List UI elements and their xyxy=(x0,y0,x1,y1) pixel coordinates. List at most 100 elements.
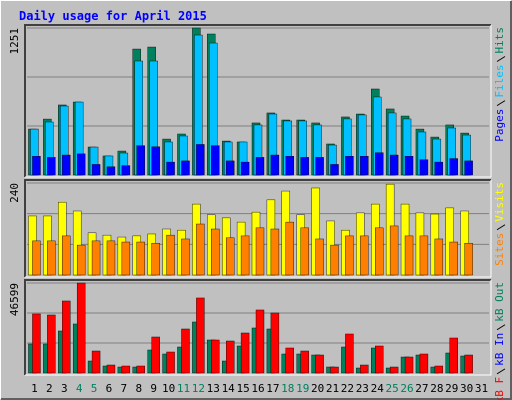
bar xyxy=(106,166,116,176)
x-tick-label: 6 xyxy=(106,382,113,395)
x-tick-label: 18 xyxy=(281,382,294,395)
bar xyxy=(106,240,116,276)
bar xyxy=(360,155,369,176)
legend-entry: kB F xyxy=(493,377,506,400)
bar xyxy=(76,282,86,374)
x-tick-label: 13 xyxy=(207,382,220,395)
bar xyxy=(464,242,473,276)
bar xyxy=(255,227,265,276)
bar xyxy=(404,155,414,176)
bar xyxy=(375,152,384,176)
bar xyxy=(449,337,458,374)
legend-entry: Hits xyxy=(493,27,506,54)
bar xyxy=(404,356,414,374)
bar xyxy=(270,312,280,374)
bar xyxy=(166,161,175,176)
bar xyxy=(136,145,145,176)
x-tick-label: 7 xyxy=(121,382,128,395)
panel-bevel-light xyxy=(25,280,492,376)
legend-entry: Visits xyxy=(493,182,506,222)
bar xyxy=(360,364,369,374)
bar xyxy=(196,223,205,276)
legend-entry: Files xyxy=(493,65,506,98)
chart-title: Daily usage for April 2015 xyxy=(19,9,207,23)
legend-entry: Sites xyxy=(493,233,506,266)
bar xyxy=(62,154,71,176)
bar xyxy=(419,159,429,176)
bar xyxy=(211,339,220,374)
x-tick-label: 25 xyxy=(386,382,399,395)
bar xyxy=(91,164,101,176)
y-tick-label: 240 xyxy=(8,183,21,203)
bar xyxy=(47,314,56,374)
bar xyxy=(32,155,41,176)
bar xyxy=(76,244,86,276)
bar xyxy=(285,221,295,276)
bar xyxy=(464,160,473,176)
x-tick-label: 12 xyxy=(192,382,205,395)
bar xyxy=(76,153,86,176)
x-tick-label: 9 xyxy=(150,382,157,395)
x-tick-label: 11 xyxy=(177,382,190,395)
y-tick-label: 1251 xyxy=(8,28,21,55)
bar xyxy=(360,235,369,276)
bar xyxy=(225,340,235,374)
bar xyxy=(389,225,399,276)
bar xyxy=(47,240,56,276)
bar xyxy=(464,354,473,374)
x-tick-label: 24 xyxy=(371,382,385,395)
x-tick-label: 3 xyxy=(61,382,68,395)
bar xyxy=(330,244,339,276)
bar xyxy=(196,297,205,374)
legend-separator xyxy=(496,324,506,331)
bar xyxy=(315,157,324,176)
bar xyxy=(404,235,414,276)
x-tick-label: 14 xyxy=(222,382,236,395)
bar xyxy=(240,235,250,276)
bar xyxy=(345,155,354,176)
bar xyxy=(47,157,56,176)
bar xyxy=(121,365,131,374)
panel-bevel-dark xyxy=(24,179,491,277)
bar xyxy=(449,241,458,276)
panel-bevel-dark xyxy=(24,279,491,375)
x-tick-label: 30 xyxy=(460,382,473,395)
bar xyxy=(211,145,220,176)
bar xyxy=(151,336,160,374)
bar xyxy=(62,235,71,276)
x-tick-label: 26 xyxy=(400,382,413,395)
x-tick-label: 22 xyxy=(341,382,354,395)
bar xyxy=(315,354,324,374)
legend-separator xyxy=(496,56,506,62)
bar xyxy=(255,157,265,176)
legend-entry: kB In xyxy=(493,333,506,366)
legend-separator xyxy=(496,224,506,231)
x-tick-label: 4 xyxy=(76,382,83,395)
bar xyxy=(300,157,309,176)
x-tick-label: 23 xyxy=(356,382,369,395)
x-tick-label: 10 xyxy=(162,382,175,395)
x-tick-label: 31 xyxy=(475,382,488,395)
bar xyxy=(106,364,116,374)
bar xyxy=(345,333,354,374)
x-tick-label: 17 xyxy=(266,382,279,395)
bar xyxy=(300,227,309,276)
bar xyxy=(121,165,131,176)
bar xyxy=(240,332,250,374)
x-tick-label: 16 xyxy=(251,382,264,395)
bar xyxy=(285,155,295,176)
x-tick-label: 19 xyxy=(296,382,309,395)
bar xyxy=(375,227,384,276)
bar xyxy=(389,154,399,176)
bar xyxy=(240,161,250,176)
bar xyxy=(225,160,235,176)
bar xyxy=(434,365,444,374)
bar xyxy=(91,350,101,374)
x-tick-label: 1 xyxy=(31,382,38,395)
bar xyxy=(166,351,175,374)
bar xyxy=(270,228,280,276)
bar xyxy=(330,164,339,176)
bar xyxy=(181,328,190,374)
